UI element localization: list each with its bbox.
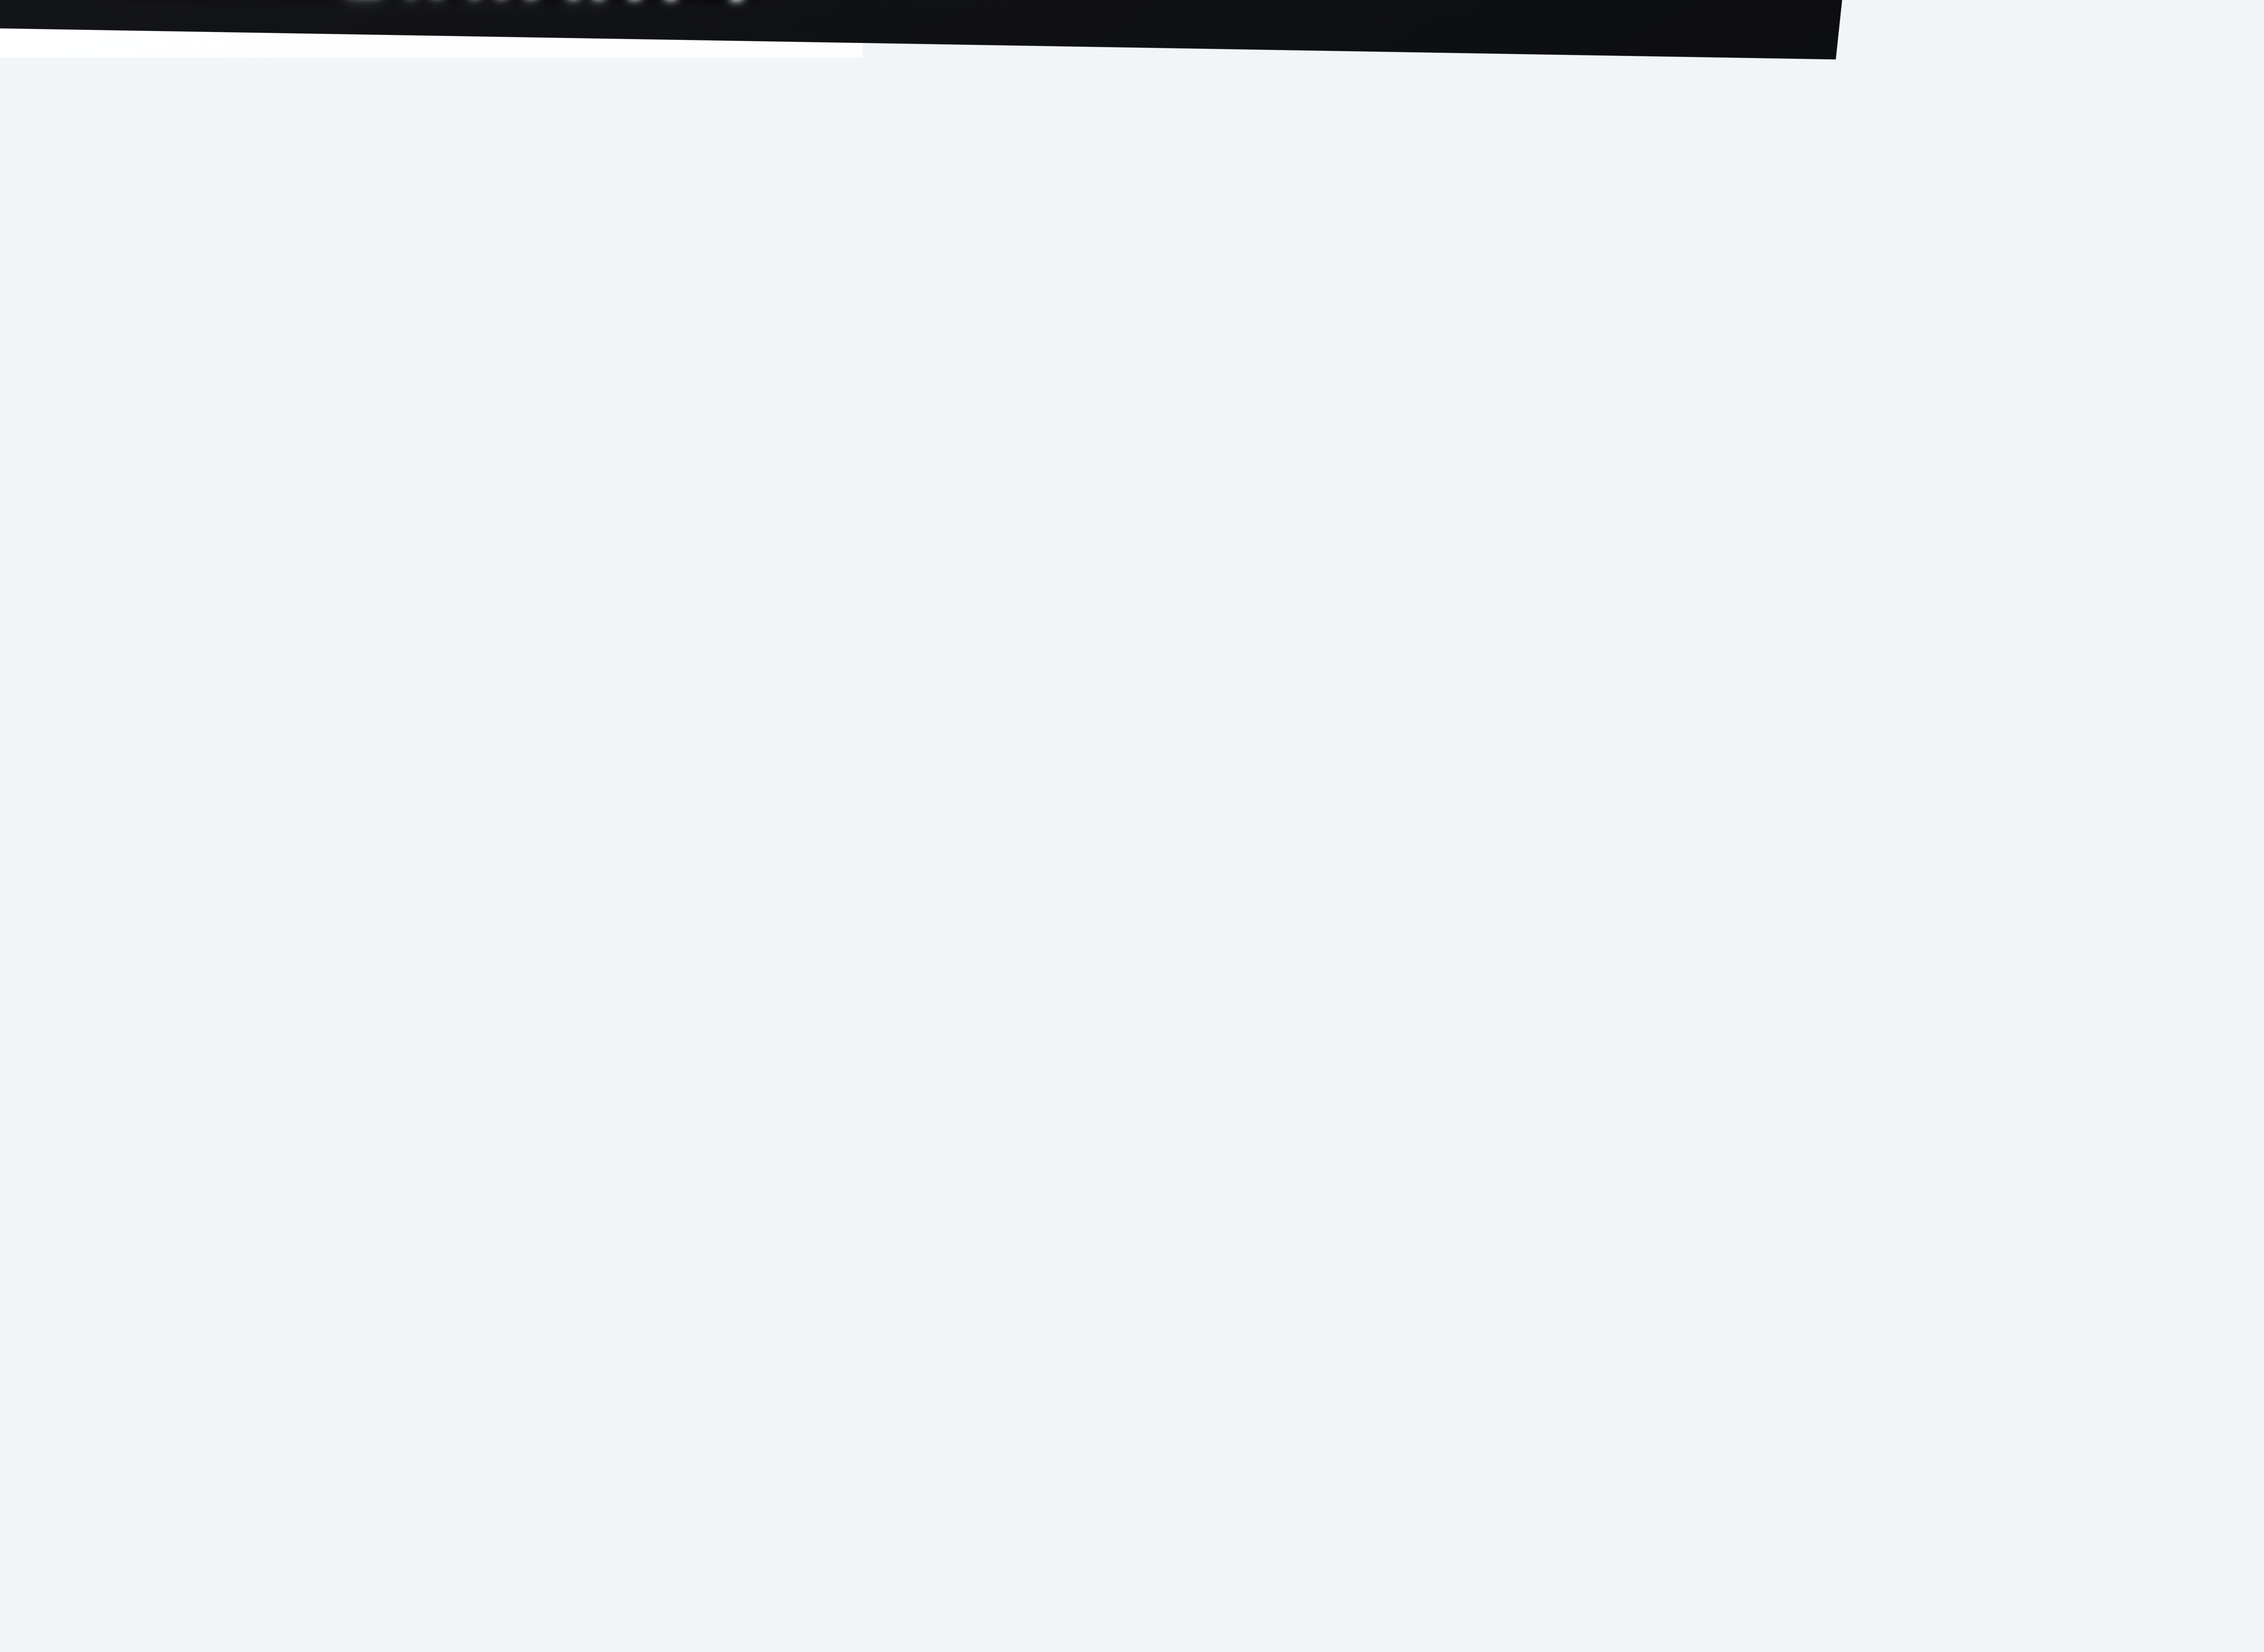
tab-tipo-de-contagio[interactable]: Tipo de Contágio bbox=[576, 1468, 1021, 1642]
axis-tick bbox=[230, 1288, 272, 1297]
chart-tabs[interactable]: Sintomas Tipo de Contágio bbox=[204, 1399, 2264, 1652]
axis-tick bbox=[290, 791, 331, 797]
monitor-wrapper: nados o Gaia bbox=[0, 0, 2264, 1652]
bar-row[interactable]: Febre4,280 bbox=[383, 240, 2264, 533]
bar[interactable] bbox=[264, 1234, 904, 1469]
bar-row[interactable]: Cefaleias3,908 bbox=[324, 735, 2264, 1210]
bar[interactable] bbox=[284, 1067, 1660, 1404]
horizontal-gridline bbox=[321, 876, 2264, 1239]
axis-tick bbox=[309, 626, 351, 632]
main-content: Sintomas Registados bbox=[0, 0, 2264, 1652]
axis-tick bbox=[348, 298, 390, 303]
sidebar-item-2[interactable]: o Gaia bbox=[0, 137, 206, 283]
page-title: Sintomas Registados bbox=[317, 0, 2264, 132]
horizontal-gridline bbox=[361, 545, 2264, 786]
bar[interactable] bbox=[383, 240, 2264, 516]
horizontal-gridline bbox=[380, 380, 2264, 560]
dof-left-3 bbox=[0, 0, 2264, 1652]
bar[interactable] bbox=[363, 405, 2264, 730]
tab-label: Sintomas bbox=[206, 1399, 427, 1501]
tab-label: Tipo de Contágio bbox=[578, 1468, 1021, 1615]
axis-tick bbox=[250, 1122, 292, 1130]
dof-bottom-1 bbox=[0, 0, 2264, 1652]
section-heading-suspected-cases: ão de Casos Suspeitos bbox=[0, 1087, 485, 1425]
dof-right-2 bbox=[0, 0, 2264, 1652]
dof-top bbox=[0, 0, 2264, 1652]
axis-tick bbox=[270, 956, 312, 964]
dof-left-1 bbox=[0, 0, 2264, 1652]
bar[interactable] bbox=[324, 735, 2264, 1150]
card-border bbox=[141, 169, 2264, 1652]
horizontal-gridline bbox=[302, 1042, 2264, 1467]
dof-left-2 bbox=[0, 0, 2264, 1652]
dof-bottom-2 bbox=[0, 0, 2264, 1652]
bar[interactable] bbox=[344, 570, 2264, 955]
axis-tick bbox=[329, 462, 370, 467]
bar-row[interactable]: Anosmia bbox=[264, 1234, 2264, 1652]
photograph-of-monitor: nados o Gaia bbox=[0, 0, 2264, 1652]
vertical-gridline bbox=[729, 237, 872, 1464]
sidebar-item-4[interactable]: ção bbox=[0, 396, 174, 556]
chromatic-aberration-layer bbox=[0, 0, 2264, 1652]
dof-right-1 bbox=[0, 0, 2264, 1652]
plot-area: Febre4,280Tosse4,094Dores Musculares4,32… bbox=[262, 219, 2264, 1652]
monitor-screen: nados o Gaia bbox=[0, 0, 2264, 1652]
bar[interactable] bbox=[304, 901, 2264, 1292]
monitor: nados o Gaia bbox=[0, 0, 2264, 1652]
tab-sintomas[interactable]: Sintomas bbox=[204, 1399, 428, 1526]
horizontal-gridline bbox=[262, 1377, 2264, 1652]
vertical-gridline bbox=[1253, 258, 1399, 1559]
bar-value-label: 2,372 bbox=[1687, 1301, 1881, 1405]
tab-active-indicator bbox=[201, 1465, 489, 1540]
vertical-gridline bbox=[1845, 281, 1992, 1652]
sensor-noise bbox=[0, 0, 2264, 1652]
sidebar-item-3[interactable] bbox=[0, 266, 190, 419]
screen-vignette bbox=[0, 0, 2264, 1652]
bar-row[interactable]: Dores Musculares4,326 bbox=[344, 570, 2264, 984]
category-label: Dificuldade Respiratória bbox=[0, 1017, 246, 1152]
horizontal-gridline bbox=[341, 711, 2264, 1012]
bar-row[interactable]: Tosse4,094 bbox=[363, 405, 2264, 758]
dof-global bbox=[0, 0, 2264, 1652]
sidebar-item-1[interactable] bbox=[0, 7, 223, 148]
dashboard-app: nados o Gaia bbox=[0, 0, 2264, 1652]
category-label: Tosse bbox=[186, 423, 325, 493]
symptoms-bar-chart: Febre4,280Tosse4,094Dores Musculares4,32… bbox=[262, 219, 2264, 1652]
y-axis-line bbox=[262, 219, 403, 1380]
